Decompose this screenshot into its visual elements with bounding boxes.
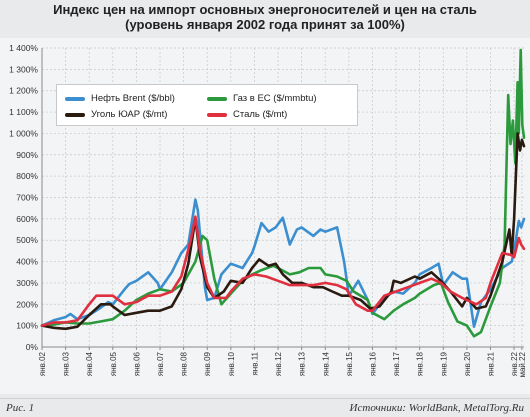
x-tick-label: янв.07	[156, 351, 165, 376]
y-tick-label: 400%	[16, 257, 38, 267]
x-tick-label: янв.17	[392, 351, 401, 376]
y-tick-label: 1 200%	[9, 86, 38, 96]
y-tick-label: 1 300%	[9, 64, 38, 74]
y-tick-label: 100%	[16, 321, 38, 331]
x-tick-label: янв.08	[180, 351, 189, 376]
x-tick-label: янв.15	[345, 351, 354, 376]
title-line-1: Индекс цен на импорт основных энергоноси…	[53, 2, 477, 17]
y-tick-label: 800%	[16, 171, 38, 181]
title-line-2: (уровень января 2002 года принят за 100%…	[125, 17, 405, 32]
y-tick-label: 1 100%	[9, 107, 38, 117]
legend-label: Уголь ЮАР ($/mt)	[91, 109, 168, 120]
x-tick-label: янв.20	[463, 351, 472, 376]
line-chart: 0% 100% 200% 300% 400% 500% 600% 700% 800% 900% 1 …	[9, 43, 527, 378]
y-tick-label: 1 000%	[9, 128, 38, 138]
series-line-4	[40, 215, 526, 327]
y-tick-label: 700%	[16, 193, 38, 203]
legend-swatch	[65, 97, 85, 101]
series-line-2	[40, 132, 526, 331]
y-tick-label: 600%	[16, 214, 38, 224]
legend-label: Нефть Brent ($/bbl)	[91, 93, 175, 104]
y-tick-label: 200%	[16, 299, 38, 309]
legend-label: Газ в ЕС ($/mmbtu)	[233, 93, 317, 104]
x-tick-label: янв.05	[109, 351, 118, 376]
x-tick-label: янв.04	[85, 351, 94, 376]
x-tick-label: янв.10	[227, 351, 236, 376]
legend-swatch	[65, 113, 85, 117]
x-tick-label: янв.21	[486, 351, 495, 376]
y-tick-label: 1 400%	[9, 43, 38, 53]
legend-label: Сталь ($/mt)	[233, 109, 288, 120]
x-tick-label: янв.14	[321, 351, 330, 376]
x-tick-label: янв.22	[510, 351, 519, 376]
x-tick-label: янв.02	[38, 351, 47, 376]
x-tick-label: янв.19	[439, 351, 448, 376]
footer: Рис. 1 Источники: WorldBank, MetalTorg.R…	[0, 398, 530, 417]
legend: Нефть Brent ($/bbl) Газ в ЕС ($/mmbtu) Уго…	[56, 84, 358, 126]
sources-note: Источники: WorldBank, MetalTorg.Ru	[349, 402, 524, 414]
y-tick-label: 900%	[16, 150, 38, 160]
y-tick-label: 0%	[26, 342, 39, 352]
series-line-1	[40, 198, 526, 328]
x-tick-label: май.22	[518, 351, 527, 377]
x-tick-label: янв.03	[62, 351, 71, 376]
chart-title: Индекс цен на импорт основных энергоноси…	[0, 2, 530, 32]
x-tick-label: янв.16	[368, 351, 377, 376]
figure-label: Рис. 1	[6, 402, 35, 414]
y-tick-label: 300%	[16, 278, 38, 288]
x-tick-label: янв.12	[274, 351, 283, 376]
x-tick-label: янв.09	[203, 351, 212, 376]
x-tick-label: янв.11	[250, 351, 259, 375]
legend-swatch	[207, 113, 227, 117]
legend-swatch	[207, 97, 227, 101]
x-tick-label: янв.06	[132, 351, 141, 376]
x-tick-label: янв.18	[416, 351, 425, 376]
x-tick-label: янв.13	[298, 351, 307, 376]
y-tick-label: 500%	[16, 235, 38, 245]
